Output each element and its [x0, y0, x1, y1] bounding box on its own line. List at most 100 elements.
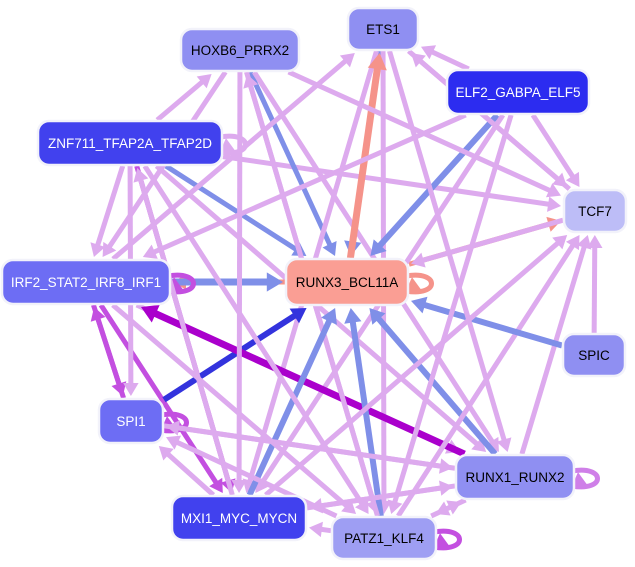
edge-path	[148, 112, 467, 257]
edge-arrowhead	[367, 53, 387, 71]
node-shape[interactable]	[445, 68, 591, 116]
graph-edge	[98, 303, 223, 493]
node-shape[interactable]	[346, 6, 420, 52]
edge-arrowhead	[344, 308, 362, 324]
graph-node[interactable]: ELF2_GABPA_ELF5	[445, 68, 591, 116]
edge-path	[111, 303, 353, 512]
edge-arrowhead	[411, 296, 428, 314]
graph-node[interactable]: SPIC	[561, 332, 627, 378]
graph-edge	[90, 165, 126, 257]
graph-edge	[411, 296, 563, 349]
edge-arrowhead	[410, 53, 426, 68]
edge-arrowhead	[141, 304, 160, 323]
edge-arrowhead	[496, 437, 512, 452]
edge-arrowhead	[369, 308, 386, 325]
edge-arrowhead	[90, 307, 106, 322]
edge-path	[390, 114, 514, 508]
graph-edge	[344, 308, 384, 517]
edge-path	[348, 315, 384, 517]
edge-arrowhead	[339, 53, 355, 68]
edge-path	[162, 448, 216, 497]
edge-arrowhead	[421, 45, 437, 60]
node-shape[interactable]	[36, 119, 224, 167]
edge-arrowhead	[243, 74, 259, 89]
edge-path	[93, 165, 126, 251]
edge-path	[93, 313, 126, 399]
node-shape[interactable]	[454, 453, 576, 501]
node-shape[interactable]	[97, 397, 165, 445]
graph-edge	[309, 521, 332, 538]
graph-node[interactable]: RUNX3_BCL11A	[284, 257, 410, 307]
graph-edge	[569, 467, 600, 490]
edge-arrowhead	[355, 498, 369, 514]
node-shape[interactable]	[170, 494, 308, 542]
graph-edge	[309, 483, 456, 514]
node-shape[interactable]	[0, 258, 172, 306]
edge-arrowhead	[547, 196, 561, 212]
graph-edge	[264, 235, 568, 497]
graph-edge	[133, 168, 235, 496]
graph-edge	[171, 272, 283, 292]
edge-arrowhead	[565, 171, 580, 187]
graph-node[interactable]: IRF2_STAT2_IRF8_IRF1	[0, 258, 172, 306]
graph-edge	[387, 114, 514, 514]
node-shape[interactable]	[561, 332, 627, 378]
graph-edge	[162, 308, 307, 403]
edge-arrowhead	[576, 235, 592, 250]
edge-path	[373, 112, 500, 253]
graph-edge	[142, 112, 467, 259]
edge-path	[147, 307, 466, 458]
edge-path	[417, 300, 563, 349]
edge-path	[136, 174, 235, 496]
graph-node[interactable]: PATZ1_KLF4	[330, 515, 438, 561]
graph-edge	[246, 308, 337, 497]
graph-node[interactable]: TCF7	[562, 188, 628, 234]
edge-arrowhead	[266, 272, 283, 292]
edge-path	[417, 217, 564, 265]
graph-node[interactable]: HOXB6_PRRX2	[179, 27, 301, 73]
edge-path	[158, 411, 189, 434]
graph-edge	[222, 154, 561, 212]
edge-path	[142, 164, 367, 510]
graph-edge	[410, 53, 572, 191]
edge-arrowhead	[572, 472, 588, 486]
edge-arrowhead	[158, 446, 174, 461]
edge-path	[165, 272, 196, 295]
graph-edge	[519, 235, 592, 455]
node-shape[interactable]	[284, 257, 410, 307]
edge-arrowhead	[133, 168, 149, 183]
edge-path	[247, 70, 335, 251]
edge-path	[414, 55, 572, 191]
edge-arrowhead	[406, 277, 422, 291]
edge-arrowhead	[309, 498, 323, 514]
graph-edge	[411, 217, 564, 268]
edge-arrowhead	[411, 252, 426, 268]
edge-arrowhead	[434, 533, 450, 547]
edge-arrowhead	[341, 499, 357, 514]
node-shape[interactable]	[179, 27, 301, 73]
graph-edge	[431, 528, 462, 551]
graph-node[interactable]: MXI1_MYC_MYCN	[170, 494, 308, 542]
edge-arrowhead	[545, 183, 561, 198]
graph-edge	[247, 70, 337, 256]
graph-node[interactable]: ETS1	[346, 6, 420, 52]
edge-arrowhead	[387, 499, 403, 514]
graph-edge	[111, 303, 357, 514]
graph-node[interactable]: ZNF711_TFAP2A_TFAP2D	[36, 119, 224, 167]
edge-path	[372, 312, 498, 456]
edge-arrowhead	[446, 500, 462, 515]
edge-path	[519, 241, 589, 455]
edge-arrowhead	[439, 458, 453, 474]
edge-arrowhead	[309, 521, 323, 538]
graph-node[interactable]: RUNX1_RUNX2	[454, 453, 576, 501]
graph-node[interactable]: SPI1	[97, 397, 165, 445]
edge-arrowhead	[123, 382, 139, 396]
edge-path	[246, 314, 335, 497]
node-shape[interactable]	[330, 515, 438, 561]
graph-edge	[370, 112, 500, 256]
edge-arrowhead	[552, 235, 568, 250]
edge-arrowhead	[142, 244, 158, 259]
edge-arrowhead	[196, 74, 212, 89]
node-shape[interactable]	[562, 188, 628, 234]
